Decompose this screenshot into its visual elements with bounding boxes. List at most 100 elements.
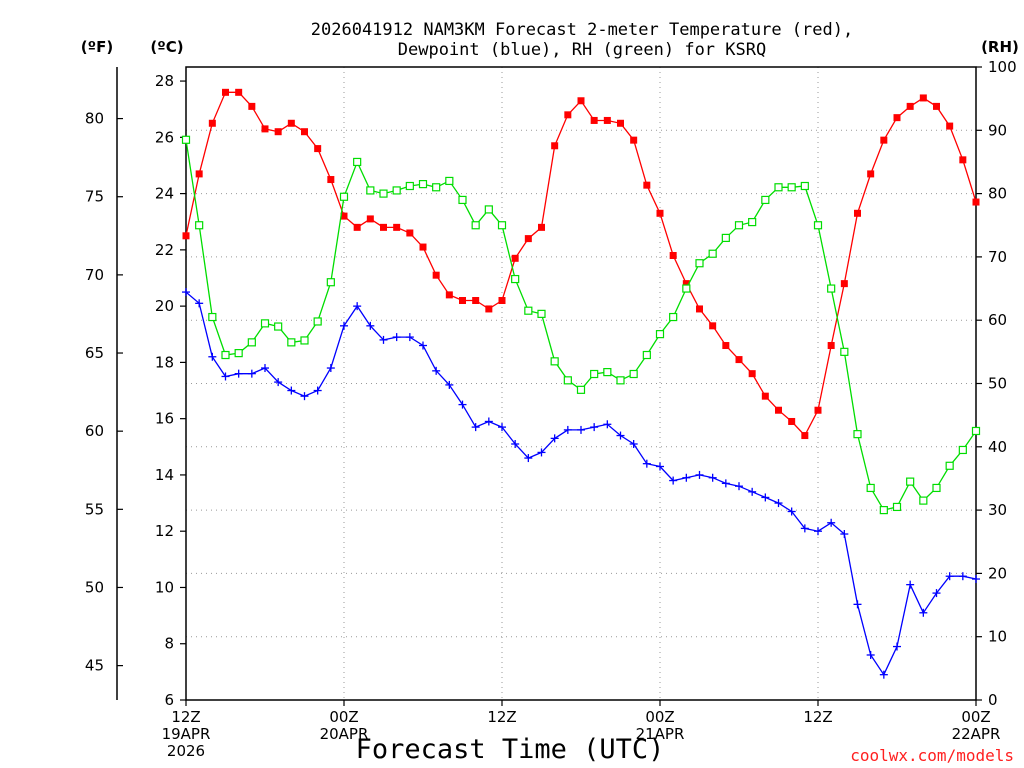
temperature-point	[775, 406, 782, 414]
rh-point	[287, 338, 296, 347]
rh-point	[813, 221, 823, 230]
rh-point	[445, 176, 454, 186]
temperature-point	[485, 305, 493, 313]
rh-tick-label: 40	[988, 438, 1007, 456]
temperature-point	[972, 198, 980, 206]
series-layer	[181, 88, 981, 679]
x-tick-label: 21APR	[636, 725, 685, 743]
rh-point	[550, 357, 559, 366]
rh-point	[629, 369, 638, 379]
celsius-tick-label: 22	[155, 241, 174, 259]
rh-point	[655, 330, 665, 339]
axes	[116, 66, 982, 706]
temperature-point	[406, 229, 414, 237]
dewpoint-point	[629, 439, 638, 448]
celsius-tick-label: 6	[164, 691, 174, 709]
2-meter-temperature-series	[182, 88, 980, 440]
temperature-point	[445, 291, 453, 299]
chart-title-line-1: 2026041912 NAM3KM Forecast 2-meter Tempe…	[311, 20, 853, 40]
temperature-point	[419, 243, 427, 251]
temperature-point	[353, 223, 361, 231]
dewpoint-point	[550, 434, 559, 443]
rh-point	[511, 274, 520, 284]
rh-point	[432, 183, 441, 192]
dewpoint-line	[185, 291, 977, 677]
temperature-point	[498, 297, 506, 305]
temperature-point	[472, 297, 480, 305]
rh-point	[721, 233, 730, 243]
dewpoint-point	[932, 589, 941, 598]
temperature-point	[788, 417, 796, 425]
rh-point	[458, 195, 467, 205]
temperature-point	[235, 88, 243, 96]
temperature-point	[867, 170, 875, 178]
temperature-point	[709, 322, 717, 330]
temperature-point	[906, 102, 914, 110]
rh-point	[827, 284, 836, 293]
temperature-point	[380, 223, 387, 231]
temperature-point	[893, 114, 901, 122]
dewpoint-point	[511, 439, 520, 448]
rh-point	[616, 376, 625, 385]
celsius-tick-label: 18	[155, 353, 174, 371]
temperature-point	[854, 209, 861, 217]
x-tick-label: 12Z	[487, 708, 516, 726]
celsius-tick-label: 10	[155, 578, 174, 596]
rh-point	[840, 347, 849, 356]
temperature-point	[590, 116, 598, 124]
temperature-point	[656, 209, 664, 217]
rh-point	[800, 181, 809, 191]
rh-point	[695, 259, 704, 268]
fahrenheit-tick-label: 55	[85, 500, 104, 518]
dewpoint-point	[563, 425, 572, 434]
x-tick-label: 12Z	[803, 708, 832, 726]
dewpoint-point	[524, 454, 533, 463]
rh-point	[379, 189, 388, 198]
dewpoint-point	[419, 341, 427, 350]
dewpoint-point	[208, 352, 217, 361]
temperature-point	[814, 406, 822, 414]
rh-point	[326, 278, 335, 287]
rh-tick-label: 70	[988, 248, 1007, 266]
dewpoint-point	[642, 459, 651, 468]
dewpoint-point	[445, 380, 454, 389]
dewpoint-point	[221, 372, 230, 381]
temperature-point	[538, 223, 545, 231]
dewpoint-point	[945, 572, 954, 581]
dewpoint-point	[405, 333, 414, 342]
dewpoint-point	[392, 333, 401, 342]
dewpoint-point	[195, 299, 204, 308]
rh-point	[221, 350, 230, 360]
dewpoint-point	[774, 499, 783, 508]
rh-point	[708, 249, 717, 258]
rh-tick-label: 30	[988, 501, 1007, 519]
rh-point	[392, 186, 401, 195]
temperature-point	[669, 251, 677, 259]
dewpoint-point	[577, 425, 585, 434]
temperature-point	[393, 223, 401, 231]
dewpoint-point	[498, 423, 506, 432]
dewpoint-point	[458, 400, 467, 409]
rh-point	[958, 445, 967, 455]
dewpoint-point	[879, 670, 888, 679]
fahrenheit-tick-label: 80	[85, 110, 104, 128]
dewpoint-point	[366, 321, 375, 330]
temperature-point	[432, 271, 440, 279]
dewpoint-point	[234, 369, 243, 378]
dewpoint-point	[840, 530, 849, 539]
temperature-point	[287, 119, 295, 127]
x-tick-label: 12Z	[171, 708, 200, 726]
dewpoint-point	[906, 580, 915, 589]
rh-tick-label: 80	[988, 185, 1007, 203]
temperature-point	[682, 280, 690, 288]
dewpoint-point	[379, 335, 388, 344]
temperature-point	[327, 176, 335, 184]
rh-tick-label: 100	[988, 58, 1017, 76]
temperature-point	[735, 356, 743, 364]
dewpoint-point	[261, 364, 269, 373]
x-tick-label: 2026	[167, 742, 205, 760]
dewpoint-point	[682, 473, 691, 482]
fahrenheit-unit-label: (ºF)	[81, 38, 113, 56]
temperature-point	[459, 297, 466, 305]
rh-point	[971, 426, 981, 436]
